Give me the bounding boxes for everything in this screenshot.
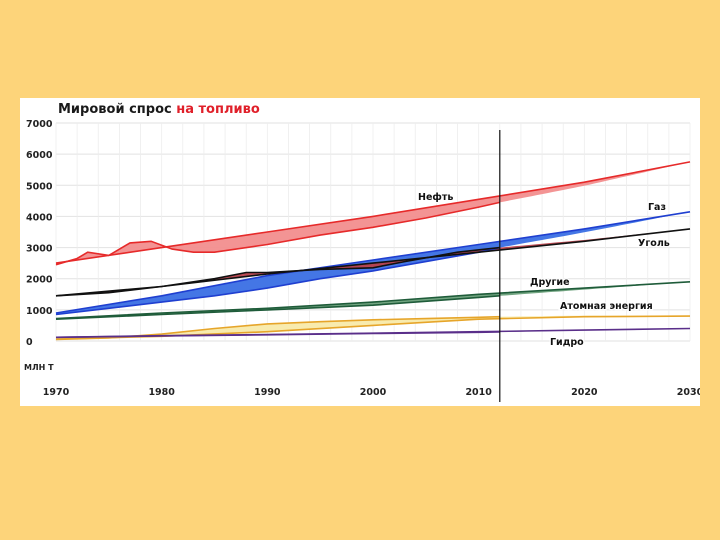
y-tick-label: 6000 bbox=[26, 150, 53, 161]
y-tick-label: 1000 bbox=[26, 306, 53, 317]
series-label-Уголь: Уголь bbox=[638, 238, 670, 249]
series-projection-line-Газ bbox=[55, 211, 691, 314]
y-tick-label: 3000 bbox=[26, 244, 53, 255]
series-label-Атомная энергия: Атомная энергия bbox=[560, 301, 653, 312]
x-tick-label: 2030 bbox=[677, 387, 700, 398]
series-actual-line-Другие bbox=[55, 295, 500, 320]
x-tick-label: 1990 bbox=[254, 387, 281, 398]
series-label-Гидро: Гидро bbox=[550, 337, 584, 348]
fuel-demand-chart: 0 1000 2000 3000 4000 5000 6000 7000 МЛН Т 1970 19… bbox=[24, 119, 700, 402]
series-lines bbox=[55, 161, 691, 341]
x-tick-label: 1970 bbox=[43, 387, 70, 398]
x-tick-label: 2010 bbox=[465, 387, 492, 398]
series-forecast-band-Газ bbox=[499, 211, 690, 248]
series-label-Газ: Газ bbox=[648, 202, 666, 213]
series-projection-line-Нефть bbox=[55, 161, 691, 264]
chart-card: Мировой спрос на топливо 0 1000 2000 3000 40… bbox=[20, 98, 700, 406]
series-actual-line-Гидро bbox=[55, 331, 500, 339]
series-projection-line-Другие bbox=[55, 281, 691, 320]
series-forecast-band-Нефть bbox=[499, 161, 690, 203]
chart-title-part1: Мировой спрос bbox=[58, 102, 177, 117]
chart-title: Мировой спрос на топливо bbox=[58, 102, 260, 117]
x-tick-label: 2020 bbox=[571, 387, 598, 398]
y-tick-label: 7000 bbox=[26, 119, 53, 130]
series-label-Другие: Другие bbox=[530, 277, 570, 288]
series-actual-line-Газ bbox=[55, 246, 500, 316]
y-tick-label: 0 bbox=[26, 337, 33, 348]
x-tick-label: 1980 bbox=[148, 387, 175, 398]
series-label-Нефть: Нефть bbox=[418, 192, 453, 203]
chart-title-part2: на топливо bbox=[176, 102, 260, 117]
series-actual-line-Уголь bbox=[55, 246, 500, 297]
y-tick-label: 5000 bbox=[26, 181, 53, 192]
series-actual-line-Нефть bbox=[55, 201, 500, 266]
y-tick-label: 2000 bbox=[26, 275, 53, 286]
y-tick-label: 4000 bbox=[26, 212, 53, 223]
unit-label: МЛН Т bbox=[24, 363, 54, 372]
series-band-Газ bbox=[56, 241, 500, 315]
x-tick-label: 2000 bbox=[360, 387, 387, 398]
